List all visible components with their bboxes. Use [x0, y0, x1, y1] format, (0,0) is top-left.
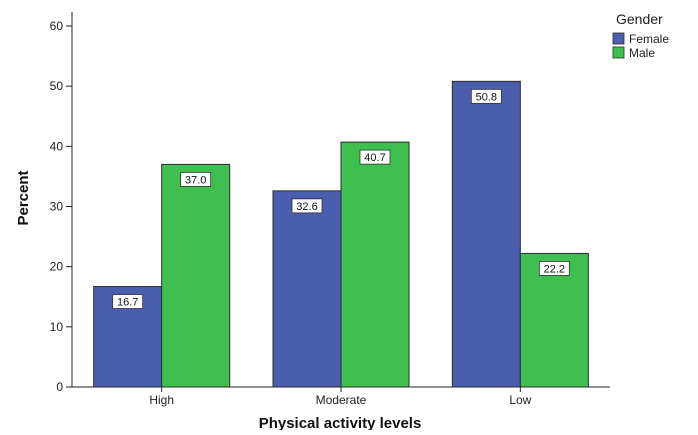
y-tick-label: 50: [50, 79, 64, 93]
data-label-text: 16.7: [117, 297, 138, 309]
y-tick-label: 0: [56, 380, 63, 394]
data-label: 32.6: [291, 198, 323, 214]
data-label: 22.2: [538, 261, 570, 276]
legend-title: Gender: [616, 11, 663, 27]
x-tick-label: High: [149, 393, 174, 407]
bars: [93, 80, 589, 388]
data-label-box: [470, 88, 502, 104]
data-label-text: 37.0: [185, 174, 206, 186]
bar-female-moderate: [272, 190, 342, 388]
data-label-box: [112, 294, 144, 309]
legend-label-male: Male: [629, 46, 655, 60]
data-label-text: 50.8: [476, 91, 497, 103]
x-axis-title: Physical activity levels: [259, 415, 422, 430]
data-label: 37.0: [180, 171, 212, 187]
y-axis-title: Percent: [15, 170, 32, 225]
y-tick-label: 30: [50, 200, 64, 214]
y-tick-label: 20: [50, 260, 64, 274]
y-axis: 0 10 20 30 40 50 60: [50, 12, 73, 394]
data-label-text: 32.6: [296, 201, 317, 213]
y-tick-label: 60: [50, 19, 64, 33]
legend-swatch-male: [612, 46, 625, 59]
bar-male-moderate: [340, 141, 410, 388]
data-label-box: [359, 149, 391, 165]
data-label-box: [291, 198, 323, 214]
legend-label-female: Female: [629, 32, 669, 46]
data-label-box: [180, 171, 212, 187]
legend: Gender Female Male: [612, 11, 669, 60]
y-tick-label: 10: [50, 320, 64, 334]
x-tick-label: Moderate: [316, 393, 367, 407]
data-label-text: 22.2: [544, 263, 565, 275]
data-label-box: [538, 261, 570, 276]
data-label: 50.8: [470, 88, 502, 104]
data-label: 16.7: [112, 294, 144, 309]
data-label: 40.7: [359, 149, 391, 165]
bar-male-high: [161, 163, 231, 388]
x-tick-label: Low: [509, 393, 531, 407]
x-axis: High Moderate Low: [72, 386, 610, 407]
data-label-text: 40.7: [364, 152, 385, 164]
bar-female-low: [451, 80, 521, 388]
legend-swatch-female: [612, 32, 625, 45]
y-tick-label: 40: [50, 139, 64, 153]
data-labels: 16.7 37.0 32.6 40.7 50.8 22.2: [112, 88, 570, 309]
